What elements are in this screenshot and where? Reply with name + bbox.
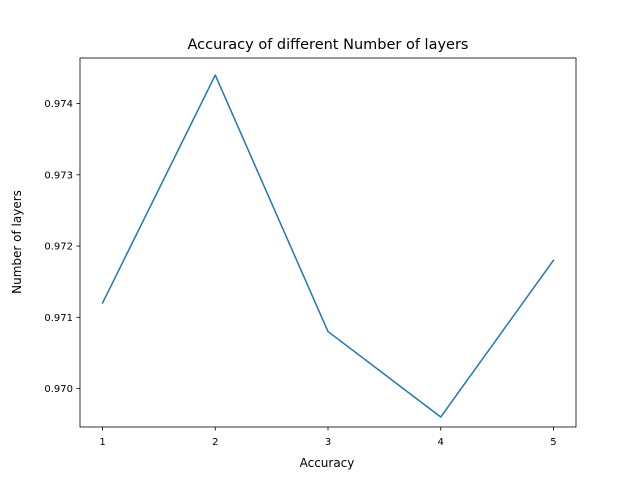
x-tick-label: 5 bbox=[550, 437, 556, 448]
series-line-0 bbox=[101, 74, 555, 418]
y-tick-label: 0.973 bbox=[44, 170, 73, 181]
y-tick-label: 0.970 bbox=[44, 384, 73, 395]
x-tick-label: 3 bbox=[325, 437, 331, 448]
y-tick-label: 0.972 bbox=[44, 242, 73, 253]
x-tick-label: 4 bbox=[438, 437, 444, 448]
y-tick-label: 0.974 bbox=[44, 99, 73, 110]
x-axis-ticks: 1 2 3 4 5 bbox=[99, 427, 557, 448]
y-tick-label: 0.971 bbox=[44, 313, 73, 324]
plot-area bbox=[101, 74, 555, 418]
plot-frame bbox=[79, 57, 577, 428]
x-axis-label: Accuracy bbox=[300, 456, 355, 470]
y-axis-label: Number of layers bbox=[10, 190, 24, 294]
y-axis-ticks: 0.970 0.971 0.972 0.973 0.974 bbox=[44, 99, 80, 395]
chart-title: Accuracy of different Number of layers bbox=[188, 37, 469, 53]
x-tick-label: 2 bbox=[212, 437, 218, 448]
x-tick-label: 1 bbox=[99, 437, 105, 448]
